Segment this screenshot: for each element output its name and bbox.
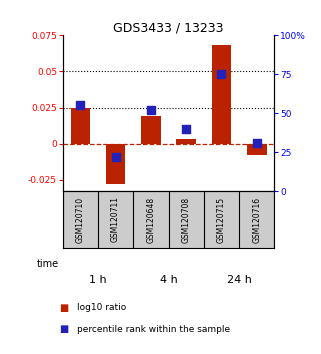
Bar bbox=[141, 116, 160, 144]
Text: GSM120716: GSM120716 bbox=[252, 196, 261, 242]
Text: log10 ratio: log10 ratio bbox=[77, 303, 126, 313]
Bar bbox=[212, 46, 231, 144]
Text: ■: ■ bbox=[59, 324, 69, 334]
Point bbox=[184, 126, 189, 132]
Text: GSM120708: GSM120708 bbox=[182, 196, 191, 242]
Point bbox=[113, 154, 118, 160]
Point bbox=[78, 103, 83, 108]
Text: GSM120711: GSM120711 bbox=[111, 196, 120, 242]
Text: time: time bbox=[37, 259, 59, 269]
Text: GSM120710: GSM120710 bbox=[76, 196, 85, 242]
Text: 4 h: 4 h bbox=[160, 275, 178, 285]
Bar bbox=[247, 144, 266, 155]
Point bbox=[148, 107, 153, 113]
Bar bbox=[71, 108, 90, 144]
Text: GSM120648: GSM120648 bbox=[146, 196, 155, 242]
Point bbox=[219, 72, 224, 77]
Text: 24 h: 24 h bbox=[227, 275, 252, 285]
Text: ■: ■ bbox=[59, 303, 69, 313]
Bar bbox=[177, 139, 196, 144]
Text: GSM120715: GSM120715 bbox=[217, 196, 226, 242]
Title: GDS3433 / 13233: GDS3433 / 13233 bbox=[113, 21, 224, 34]
Point bbox=[254, 140, 259, 146]
Bar bbox=[106, 144, 125, 184]
Text: percentile rank within the sample: percentile rank within the sample bbox=[77, 325, 230, 334]
Text: 1 h: 1 h bbox=[89, 275, 107, 285]
